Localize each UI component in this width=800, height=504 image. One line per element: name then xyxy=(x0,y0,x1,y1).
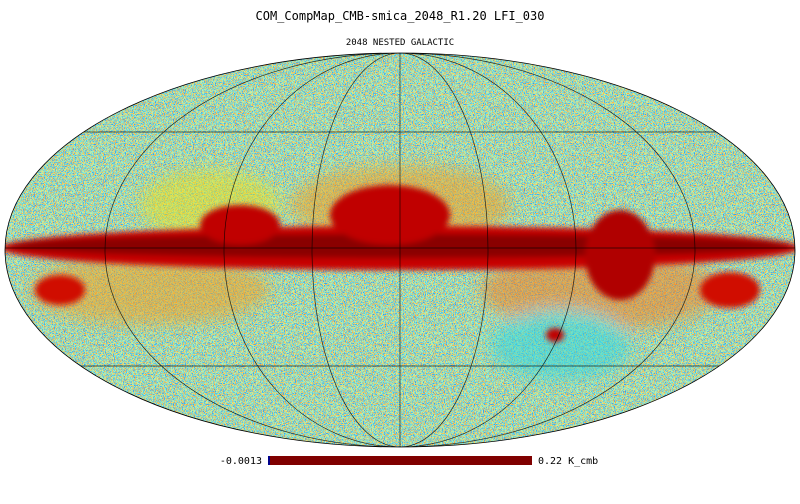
colorbar-min-label: -0.0013 xyxy=(220,456,262,467)
colorbar xyxy=(268,456,532,465)
map-subtitle: 2048 NESTED GALACTIC xyxy=(346,38,454,48)
map-title: COM_CompMap_CMB-smica_2048_R1.20 LFI_030 xyxy=(256,9,545,23)
map-border xyxy=(4,52,796,448)
colorbar-max-label: 0.22 K_cmb xyxy=(538,456,598,467)
colorbar-min-swatch xyxy=(268,456,270,465)
sky-map xyxy=(5,53,795,447)
